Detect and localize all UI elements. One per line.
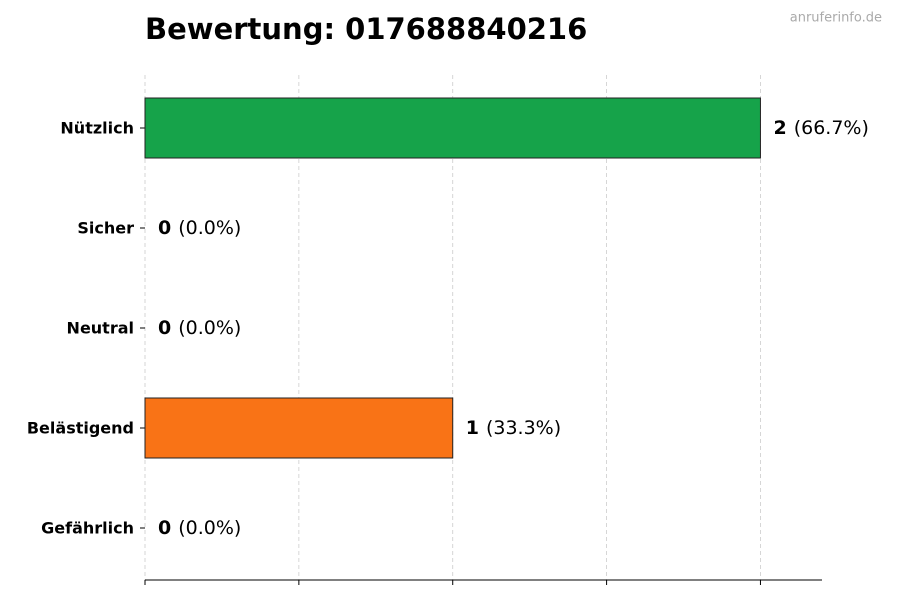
value-number: 2 — [773, 117, 786, 139]
value-number: 0 — [158, 317, 171, 339]
value-number: 0 — [158, 217, 171, 239]
y-tick-label: Belästigend — [27, 419, 134, 438]
share-label: (0.0%) — [178, 217, 241, 239]
chart-title: Bewertung: 017688840216 — [145, 12, 587, 46]
value-number: 0 — [158, 517, 171, 539]
value-label: 0 (0.0%) — [158, 317, 241, 339]
share-label: (0.0%) — [178, 517, 241, 539]
share-label: (0.0%) — [178, 317, 241, 339]
y-tick-label: Nützlich — [60, 119, 134, 138]
share-label: (66.7%) — [794, 117, 869, 139]
value-label: 0 (0.0%) — [158, 517, 241, 539]
y-tick-label: Sicher — [77, 219, 134, 238]
y-tick-label: Gefährlich — [41, 519, 134, 538]
value-label: 2 (66.7%) — [773, 117, 868, 139]
share-label: (33.3%) — [486, 417, 561, 439]
value-label: 0 (0.0%) — [158, 217, 241, 239]
bar — [144, 397, 454, 459]
y-tick-label: Neutral — [67, 319, 134, 338]
bar — [144, 97, 761, 159]
value-label: 1 (33.3%) — [466, 417, 561, 439]
watermark: anruferinfo.de — [790, 11, 882, 26]
value-number: 1 — [466, 417, 479, 439]
